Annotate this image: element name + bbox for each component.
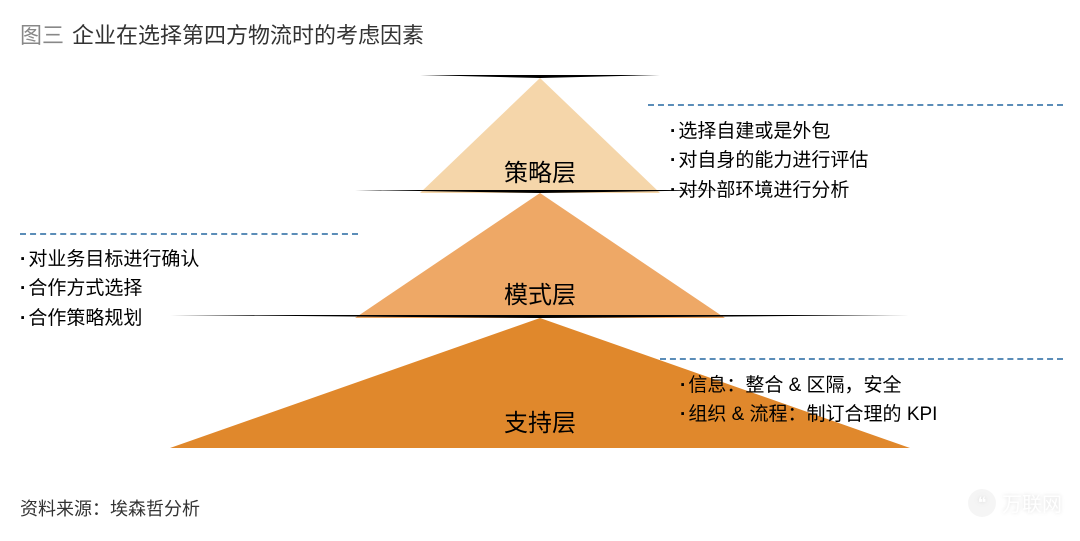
- title-main: 企业在选择第四方物流时的考虑因素: [72, 23, 424, 48]
- bullet-item: 对业务目标进行确认: [20, 245, 199, 274]
- bullet-item: 对自身的能力进行评估: [670, 146, 868, 175]
- source-value: 埃森哲分析: [110, 499, 200, 519]
- watermark: ❝ 万联网: [968, 488, 1062, 517]
- source-line: 资料来源：埃森哲分析: [20, 495, 200, 521]
- connector-line-1: [20, 233, 358, 235]
- connector-line-0: [648, 104, 1063, 106]
- bullet-item: 选择自建或是外包: [670, 117, 868, 146]
- tier-label-0: 策略层: [504, 153, 576, 188]
- tier-label-2: 支持层: [504, 403, 576, 438]
- bullet-item: 合作方式选择: [20, 274, 199, 303]
- pyramid-diagram: 策略层选择自建或是外包对自身的能力进行评估对外部环境进行分析模式层对业务目标进行…: [0, 75, 1080, 475]
- bullet-item: 组织 & 流程：制订合理的 KPI: [680, 400, 937, 429]
- connector-line-2: [660, 358, 1063, 360]
- tier-label-1: 模式层: [504, 275, 576, 310]
- figure-title: 图三企业在选择第四方物流时的考虑因素: [20, 18, 424, 50]
- tier-bullets-2: 信息：整合 & 区隔，安全组织 & 流程：制订合理的 KPI: [680, 371, 937, 430]
- bullet-item: 信息：整合 & 区隔，安全: [680, 371, 937, 400]
- source-label: 资料来源：: [20, 499, 110, 519]
- title-prefix: 图三: [20, 23, 64, 48]
- watermark-text: 万联网: [1002, 488, 1062, 517]
- wechat-icon: ❝: [968, 489, 996, 517]
